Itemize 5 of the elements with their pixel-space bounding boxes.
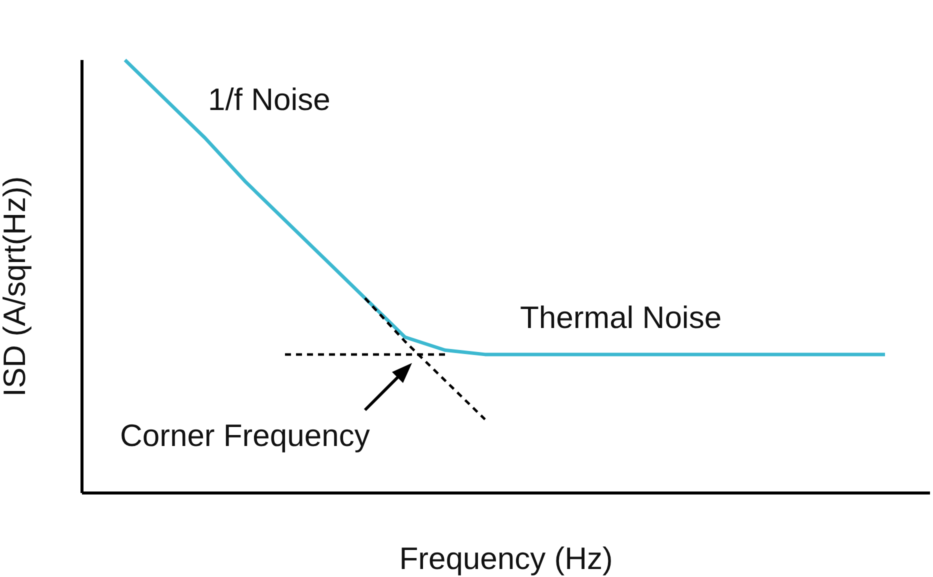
annotation: 1/f Noise [208,82,330,118]
annotation: Corner Frequency [120,418,370,454]
y-axis-title: ISD (A/sqrt(Hz)) [0,176,32,397]
x-axis-title: Frequency (Hz) [399,541,613,576]
annotation: Thermal Noise [520,300,722,336]
